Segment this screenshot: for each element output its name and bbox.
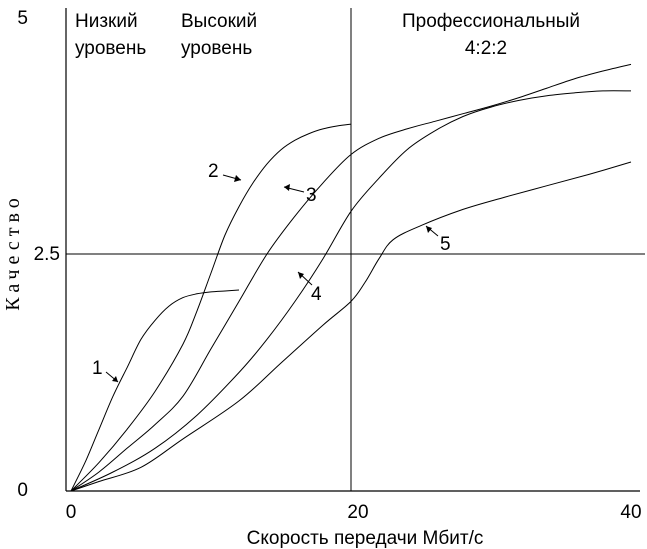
x-tick-label: 40 — [620, 502, 641, 523]
region-label-low: Низкий — [75, 11, 138, 32]
region-label-professional: Профессиональный — [402, 11, 580, 32]
series-label-5: 5 — [425, 225, 451, 255]
svg-text:1: 1 — [92, 358, 103, 379]
y-tick-label: 2.5 — [34, 244, 60, 265]
x-tick-label: 20 — [347, 502, 368, 523]
series-line-3 — [70, 63, 632, 492]
region-label-low: уровень — [75, 38, 146, 59]
series-label-3: 3 — [283, 184, 317, 206]
y-tick-label: 5 — [17, 8, 28, 29]
y-axis-label: Качество — [2, 193, 24, 311]
svg-text:4: 4 — [311, 284, 322, 305]
svg-text:3: 3 — [306, 185, 317, 206]
series-line-1 — [70, 289, 240, 492]
svg-text:5: 5 — [440, 234, 451, 255]
region-label-professional: 4:2:2 — [465, 38, 507, 59]
x-tick-label: 0 — [66, 502, 77, 523]
region-label-high: Высокий — [181, 11, 257, 32]
x-axis-label: Скорость передачи Мбит/с — [247, 528, 484, 549]
series-label-4: 4 — [297, 271, 322, 305]
region-label-high: уровень — [181, 38, 252, 59]
series-line-5 — [70, 161, 632, 492]
series-line-4 — [70, 90, 632, 492]
series-line-2 — [70, 123, 352, 492]
series-label-1: 1 — [92, 358, 119, 383]
y-tick-label: 0 — [17, 480, 28, 501]
series-label-2: 2 — [208, 161, 242, 182]
svg-text:2: 2 — [208, 161, 219, 182]
